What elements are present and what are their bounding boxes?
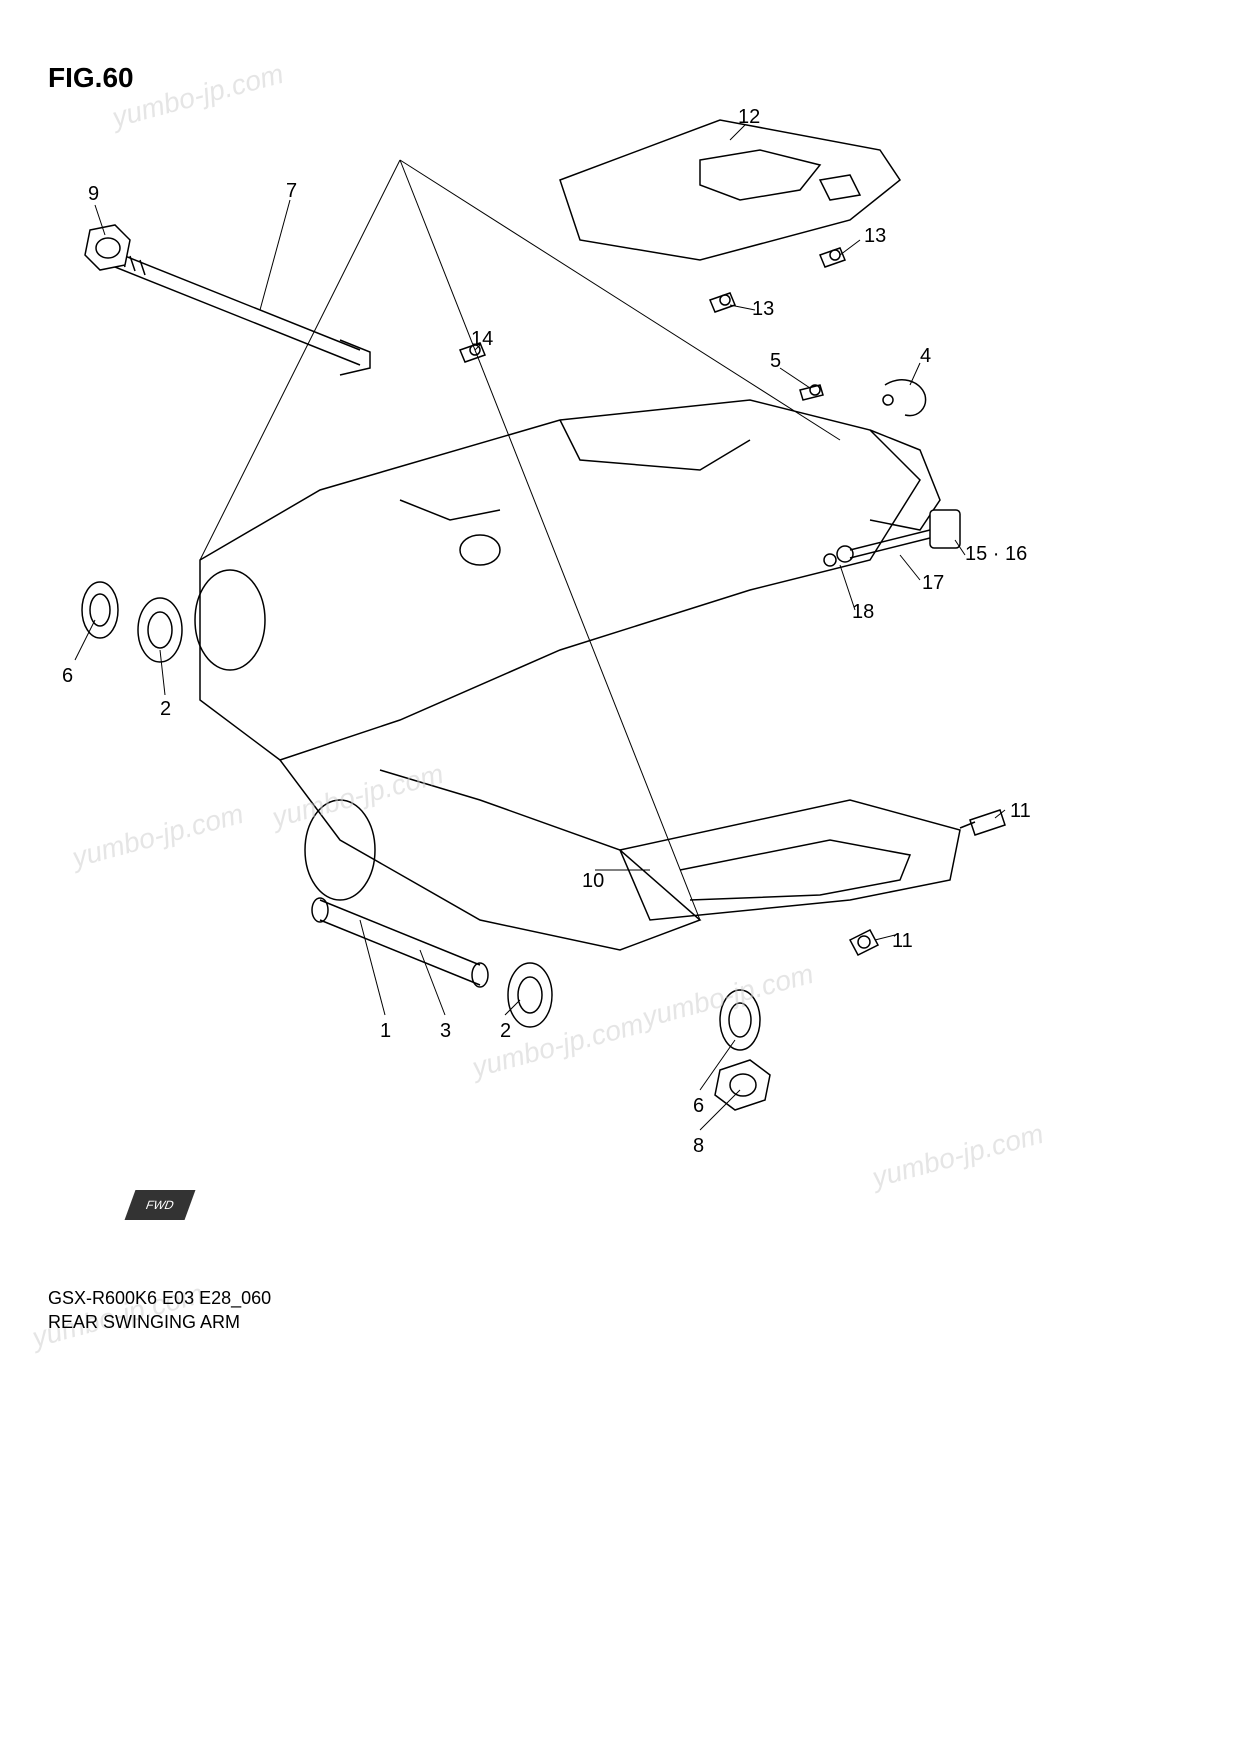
- callout-4: 4: [920, 345, 931, 368]
- callout-2: 2: [500, 1020, 511, 1043]
- callout-1: 1: [380, 1020, 391, 1043]
- bottom-nut: [715, 990, 770, 1110]
- reference-lines: [200, 160, 840, 920]
- pivot-nut: [85, 225, 130, 270]
- pivot-shaft: [110, 250, 370, 375]
- bolt-13b: [710, 293, 735, 312]
- chain-adjuster: [824, 510, 960, 566]
- model-code-label: GSX-R600K6 E03 E28_060: [48, 1288, 271, 1309]
- callout-15: 15 · 16: [965, 543, 1027, 566]
- part-name-label: REAR SWINGING ARM: [48, 1312, 240, 1333]
- bolt-11-top: [960, 810, 1005, 835]
- callout-12: 12: [738, 106, 760, 129]
- fwd-direction-badge: FWD: [125, 1190, 196, 1220]
- chain-guard: [560, 120, 900, 260]
- callout-3: 3: [440, 1020, 451, 1043]
- hook: [883, 380, 926, 416]
- figure-title: FIG.60: [48, 62, 134, 94]
- callout-6: 6: [62, 665, 73, 688]
- chain-guide: [620, 800, 960, 920]
- bolt-11-bottom: [850, 930, 878, 955]
- callout-10: 10: [582, 870, 604, 893]
- callout-7: 7: [286, 180, 297, 203]
- callout-13: 13: [752, 298, 774, 321]
- callout-11: 11: [892, 930, 913, 953]
- callout-11: 11: [1010, 800, 1031, 823]
- callout-6: 6: [693, 1095, 704, 1118]
- callout-13: 13: [864, 225, 886, 248]
- callout-8: 8: [693, 1135, 704, 1158]
- swingarm-body: [195, 400, 940, 950]
- screw-5: [800, 385, 823, 400]
- callout-18: 18: [852, 601, 874, 624]
- bolt-13a: [820, 248, 845, 267]
- callout-17: 17: [922, 572, 944, 595]
- inner-tube: [312, 898, 488, 987]
- left-bushings: [82, 582, 182, 662]
- callout-9: 9: [88, 183, 99, 206]
- right-bushings: [508, 963, 552, 1027]
- callout-14: 14: [471, 328, 493, 351]
- callout-2: 2: [160, 698, 171, 721]
- callout-5: 5: [770, 350, 781, 373]
- parts-diagram: [0, 0, 1240, 1757]
